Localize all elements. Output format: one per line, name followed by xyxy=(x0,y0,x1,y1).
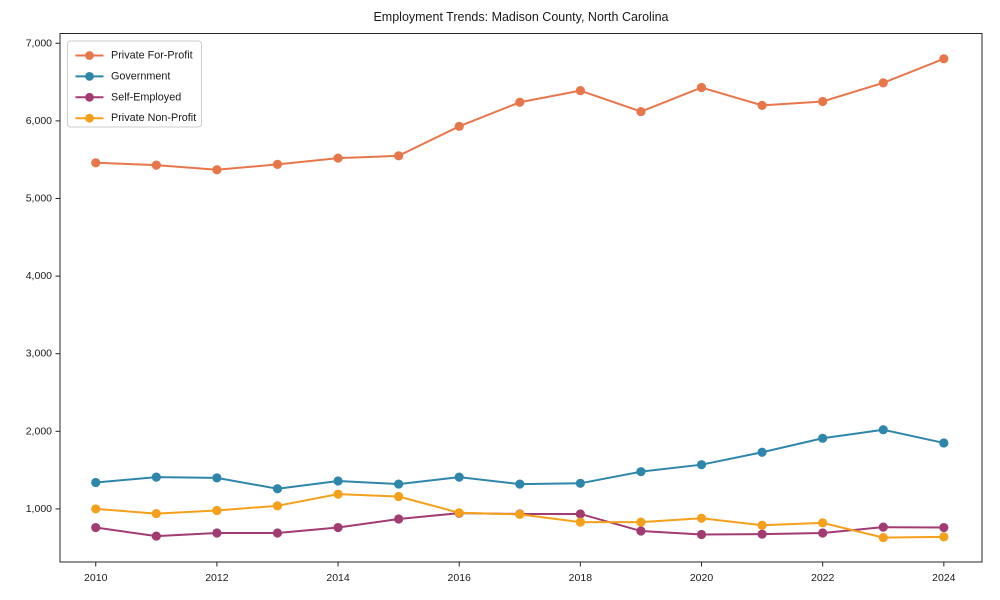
y-tick-label: 5,000 xyxy=(26,192,52,204)
y-tick-label: 3,000 xyxy=(26,348,52,360)
data-point xyxy=(212,165,222,175)
data-point xyxy=(939,522,949,533)
data-point xyxy=(636,517,646,527)
legend: Private For-Profit Government Self-Employe… xyxy=(67,40,202,128)
data-point xyxy=(757,520,767,530)
data-point xyxy=(515,479,525,489)
x-tick-label: 2018 xyxy=(569,572,593,584)
data-point xyxy=(696,513,707,523)
legend-item-self-employed: Self-Employed xyxy=(75,91,181,103)
data-point xyxy=(212,528,222,538)
legend-item-private-non-profit: Private Non-Profit xyxy=(75,112,196,124)
y-tick-label: 7,000 xyxy=(26,37,52,49)
y-tick-label: 2,000 xyxy=(26,425,52,437)
legend-label: Private For-Profit xyxy=(111,50,193,62)
data-point xyxy=(575,478,585,488)
data-point xyxy=(757,100,767,110)
data-point xyxy=(333,476,343,486)
data-point xyxy=(151,472,161,482)
data-point xyxy=(757,529,767,539)
legend-box xyxy=(67,40,202,128)
legend-label: Government xyxy=(111,70,170,82)
series-line-private-for-profit xyxy=(95,57,945,171)
data-point xyxy=(333,489,343,499)
data-point xyxy=(91,522,101,533)
data-point xyxy=(91,504,101,514)
data-point xyxy=(454,121,464,131)
data-point xyxy=(818,528,828,538)
data-point xyxy=(696,529,707,540)
data-point xyxy=(575,517,585,527)
data-point xyxy=(91,158,101,168)
x-tick-label: 2012 xyxy=(205,572,229,584)
legend-marker-icon xyxy=(85,92,94,102)
legend-marker-icon xyxy=(85,72,94,81)
y-tick-label: 1,000 xyxy=(26,503,52,515)
data-point xyxy=(878,522,888,532)
x-axis: 2010 2012 2014 2016 2018 2020 2022 2024 xyxy=(84,562,956,584)
data-point xyxy=(696,460,707,470)
data-point xyxy=(454,508,464,518)
data-point xyxy=(333,153,343,163)
y-tick-label: 6,000 xyxy=(26,115,52,127)
legend-marker-icon xyxy=(85,113,94,123)
data-point xyxy=(818,433,828,443)
data-point xyxy=(515,97,525,107)
data-point xyxy=(696,82,707,93)
y-tick-label: 4,000 xyxy=(26,270,52,282)
data-point xyxy=(939,532,949,542)
data-point xyxy=(394,151,404,161)
data-point xyxy=(878,533,888,543)
data-point xyxy=(272,501,283,511)
data-point xyxy=(515,509,525,519)
legend-label: Private Non-Profit xyxy=(111,112,196,124)
data-point xyxy=(454,472,464,482)
data-point xyxy=(878,78,888,88)
data-point xyxy=(757,447,767,457)
data-point xyxy=(636,467,646,477)
data-point xyxy=(272,484,283,494)
data-point xyxy=(939,54,949,64)
legend-item-government: Government xyxy=(75,70,170,82)
data-point xyxy=(151,531,161,541)
data-point xyxy=(939,438,949,448)
data-point xyxy=(636,526,646,536)
data-point xyxy=(878,425,888,435)
data-point xyxy=(272,528,283,538)
data-point xyxy=(91,477,101,488)
series-private-non-profit xyxy=(91,489,949,543)
data-point xyxy=(575,509,585,519)
data-point xyxy=(818,96,828,107)
data-point xyxy=(818,518,828,528)
data-point xyxy=(212,473,222,483)
x-tick-label: 2014 xyxy=(326,572,350,584)
data-point xyxy=(272,159,283,169)
legend-label: Self-Employed xyxy=(111,91,181,103)
x-tick-label: 2010 xyxy=(84,572,108,584)
data-point xyxy=(151,160,161,170)
data-point xyxy=(333,522,343,533)
data-point xyxy=(212,505,222,516)
x-tick-label: 2020 xyxy=(690,572,714,584)
data-point xyxy=(636,106,646,117)
legend-item-private-for-profit: Private For-Profit xyxy=(75,50,193,62)
data-point xyxy=(575,86,585,96)
x-tick-label: 2016 xyxy=(448,572,472,584)
series-government xyxy=(91,425,949,494)
plot-border xyxy=(59,33,983,563)
x-tick-label: 2022 xyxy=(811,572,835,584)
data-point xyxy=(394,491,404,502)
series-private-for-profit xyxy=(91,54,949,175)
legend-marker-icon xyxy=(85,51,94,60)
chart-title: Employment Trends: Madison County, North… xyxy=(373,10,668,24)
data-point xyxy=(394,514,404,524)
data-point xyxy=(151,508,161,519)
y-axis: 1,000 2,000 3,000 4,000 5,000 6,000 7,000 xyxy=(26,37,60,515)
x-tick-label: 2024 xyxy=(932,572,956,584)
data-point xyxy=(394,479,404,489)
